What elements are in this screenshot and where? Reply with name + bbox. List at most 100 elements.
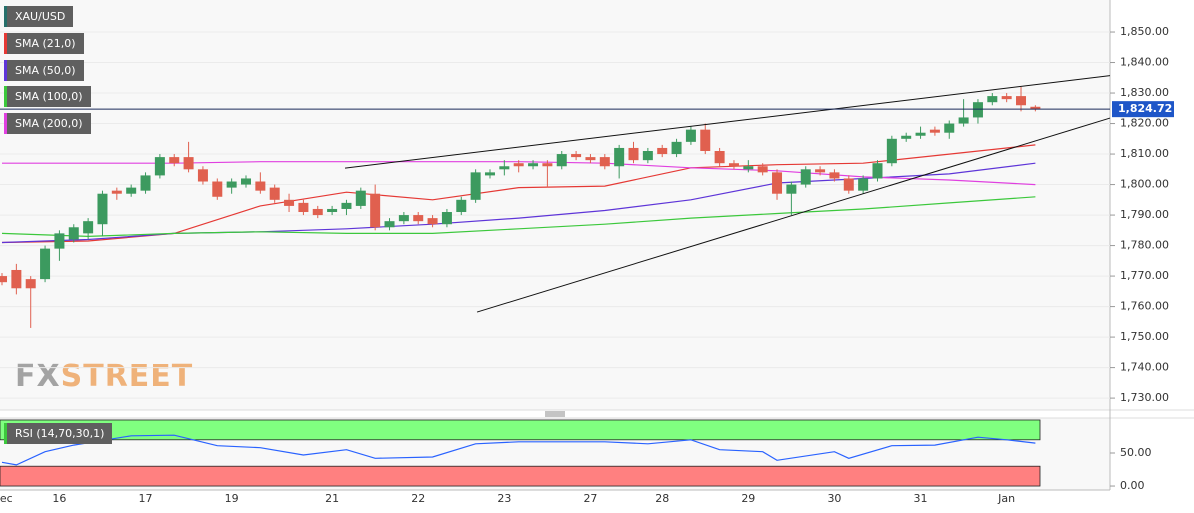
candle-body [240,178,251,185]
candle-body [327,208,338,213]
candle-body [470,172,481,200]
candle-body [197,169,208,182]
candle-body [800,169,811,185]
candle-body [915,132,926,136]
candle-body [25,279,36,289]
candle-body [111,190,122,194]
candle-body [642,151,653,161]
candle-body [154,157,165,176]
candle-body [987,96,998,103]
candle-body [341,202,352,209]
candle-body [585,157,596,161]
candle-body [355,190,366,206]
x-tick-label: Dec [0,492,13,505]
x-tick-label: 22 [411,492,425,505]
candle-body [786,184,797,194]
candle-body [944,123,955,133]
y-tick-label: 1,850.00 [1120,25,1169,38]
candle-body [886,138,897,164]
watermark-prefix: FX [15,359,61,394]
candle-body [815,169,826,173]
watermark: FXSTREET [15,359,193,394]
candle-body [700,129,711,152]
x-tick-label: 19 [225,492,239,505]
y-tick-label: 50.00 [1120,446,1152,459]
y-tick-label: 1,830.00 [1120,86,1169,99]
rsi-zone [0,419,1041,441]
y-tick-label: 1,770.00 [1120,269,1169,282]
legend-entry: SMA (100,0) [4,86,91,108]
candle-body [441,212,452,225]
x-tick-label: 31 [914,492,928,505]
candle-body [269,187,280,200]
sma-line [1,196,1036,238]
x-tick-label: 28 [655,492,669,505]
candle-body [571,154,582,158]
candle-body [1030,106,1041,110]
x-tick-label: Jan [997,492,1015,505]
candle-body [528,163,539,167]
candle-body [958,117,969,124]
candle-body [83,221,94,234]
legend-entry: RSI (14,70,30,1) [4,423,113,444]
x-tick-label: 16 [52,492,66,505]
last-price-box [1112,101,1174,118]
candle-body [901,135,912,139]
candle-body [183,157,194,170]
legend-entry: SMA (50,0) [4,59,84,81]
candle-body [68,227,79,240]
candle-body [929,129,940,133]
x-tick-label: 23 [497,492,511,505]
candle-body [671,141,682,155]
main-pane [0,0,1110,410]
y-tick-label: 1,790.00 [1120,208,1169,221]
y-tick-label: 1,810.00 [1120,147,1169,160]
candle-body [169,157,180,164]
candle-body [484,172,495,176]
candle-body [772,172,783,194]
rsi-zone [0,465,1041,487]
candle-body [284,199,295,206]
candle-body [614,147,625,167]
candle-body [370,193,381,228]
candle-body [312,208,323,216]
x-tick-label: 30 [827,492,841,505]
candle-body [556,154,567,167]
y-tick-label: 1,840.00 [1120,56,1169,69]
candle-body [872,163,883,179]
candle-body [1001,96,1012,100]
candle-body [54,233,65,249]
x-tick-label: 27 [583,492,597,505]
candle-body [829,172,840,179]
legend-entry: SMA (21,0) [4,33,84,54]
candle-body [858,178,869,191]
candle-body [1016,96,1027,106]
candle-body [0,276,8,283]
candle-body [212,181,223,197]
watermark-suffix: STREET [61,359,194,394]
candle-body [427,218,438,225]
candle-body [456,199,467,213]
x-tick-label: 21 [325,492,339,505]
candle-body [599,157,610,167]
y-tick-label: 1,750.00 [1120,330,1169,343]
last-price-label: 1,824.72 [1118,102,1172,115]
candle-body [126,187,137,194]
legend-entry: SMA (200,0) [4,113,91,135]
candle-body [97,193,108,225]
y-tick-label: 1,780.00 [1120,239,1169,252]
candle-body [513,163,524,167]
candle-body [413,215,424,222]
candle-body [628,147,639,161]
rsi-line [1,434,1036,466]
candle-body [972,102,983,118]
candle-body [542,163,553,167]
candle-body [398,215,409,222]
candle-body [728,163,739,167]
candle-body [11,269,22,289]
candle-body [757,166,768,173]
candle-body [40,248,51,280]
candle-body [657,147,668,155]
y-tick-label: 1,800.00 [1120,178,1169,191]
